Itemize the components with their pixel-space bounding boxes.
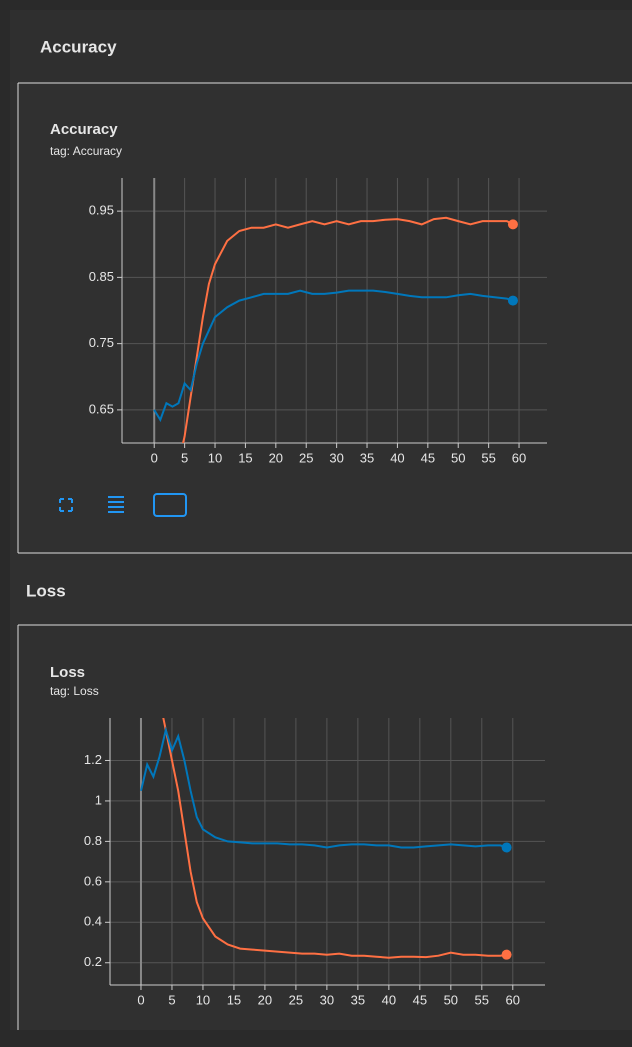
y-tick-label: 0.4 <box>84 914 102 929</box>
x-tick-label: 25 <box>289 992 303 1007</box>
x-tick-label: 35 <box>360 450 374 465</box>
y-tick-label: 0.6 <box>84 873 102 888</box>
fullscreen-button[interactable] <box>59 498 73 512</box>
chart-title: Loss <box>50 664 85 681</box>
panel-area <box>10 10 632 1030</box>
x-tick-label: 60 <box>512 450 526 465</box>
x-tick-label: 30 <box>329 450 343 465</box>
y-tick-label: 0.85 <box>89 269 114 284</box>
y-tick-label: 1 <box>95 792 102 807</box>
x-tick-label: 15 <box>238 450 252 465</box>
chart-subtitle: tag: Loss <box>50 684 99 698</box>
x-tick-label: 40 <box>390 450 404 465</box>
x-tick-label: 25 <box>299 450 313 465</box>
section-title[interactable]: Loss <box>26 581 66 600</box>
last-point <box>507 219 518 230</box>
x-tick-label: 40 <box>382 992 396 1007</box>
x-tick-label: 45 <box>413 992 427 1007</box>
chart-title: Accuracy <box>50 121 118 138</box>
y-tick-label: 0.2 <box>84 954 102 969</box>
x-tick-label: 50 <box>444 992 458 1007</box>
x-tick-label: 55 <box>475 992 489 1007</box>
x-tick-label: 10 <box>196 992 210 1007</box>
chart-tools <box>59 493 187 517</box>
x-tick-label: 0 <box>137 992 144 1007</box>
x-tick-label: 45 <box>421 450 435 465</box>
x-tick-label: 20 <box>269 450 283 465</box>
series-line <box>153 289 514 423</box>
plot-area <box>140 718 507 959</box>
y-tick-label: 1.2 <box>84 752 102 767</box>
x-tick-label: 60 <box>506 992 520 1007</box>
chart-subtitle: tag: Accuracy <box>50 144 122 158</box>
fit-domain-button[interactable] <box>153 493 187 517</box>
x-tick-label: 30 <box>320 992 334 1007</box>
series-line <box>182 216 514 443</box>
series-line <box>140 726 507 849</box>
section-header[interactable] <box>10 10 632 82</box>
x-tick-label: 10 <box>208 450 222 465</box>
x-tick-label: 0 <box>151 450 158 465</box>
x-tick-label: 5 <box>168 992 175 1007</box>
y-tick-label: 0.8 <box>84 833 102 848</box>
section-title[interactable]: Accuracy <box>40 37 117 56</box>
series-line <box>162 718 507 959</box>
x-tick-label: 35 <box>351 992 365 1007</box>
log-scale-button[interactable] <box>108 496 124 513</box>
plot-area <box>153 216 514 443</box>
y-tick-label: 0.95 <box>89 203 114 218</box>
x-tick-label: 55 <box>481 450 495 465</box>
x-tick-label: 5 <box>181 450 188 465</box>
last-point <box>501 842 512 853</box>
last-point <box>501 949 512 960</box>
x-tick-label: 15 <box>227 992 241 1007</box>
x-tick-label: 20 <box>258 992 272 1007</box>
last-point <box>507 295 518 306</box>
y-tick-label: 0.75 <box>89 335 114 350</box>
y-tick-label: 0.65 <box>89 401 114 416</box>
x-tick-label: 50 <box>451 450 465 465</box>
